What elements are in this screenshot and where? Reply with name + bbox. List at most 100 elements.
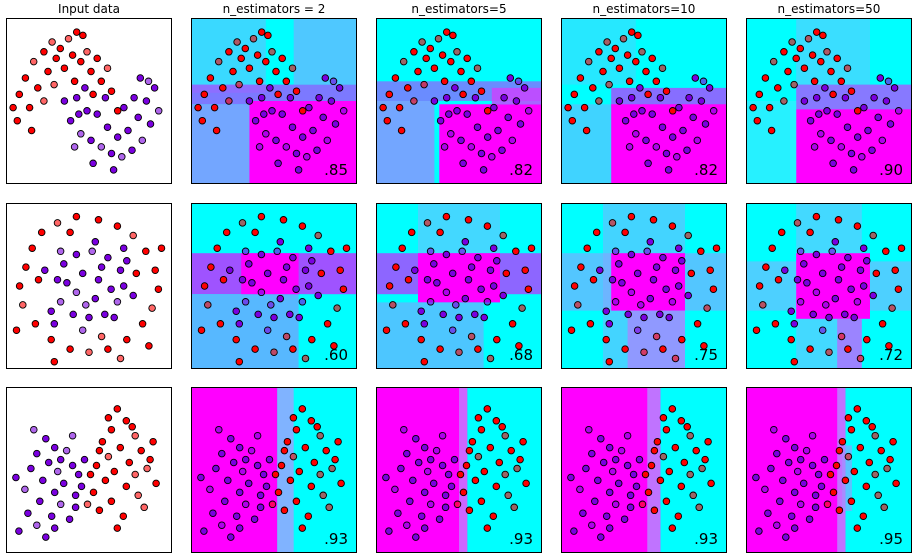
point-red <box>148 304 156 312</box>
point-purple <box>391 485 399 494</box>
point-purple <box>599 458 608 467</box>
point-purple <box>617 446 626 455</box>
point-red <box>468 437 477 446</box>
point-purple <box>632 482 641 491</box>
point-purple <box>863 257 871 265</box>
point-purple <box>811 491 820 500</box>
point-red <box>138 320 147 328</box>
point-red <box>237 54 245 63</box>
point-red <box>787 335 795 344</box>
point-red <box>662 497 671 506</box>
point-purple <box>107 149 116 158</box>
point-red <box>422 54 430 63</box>
point-purple <box>869 291 877 300</box>
point-red <box>521 266 529 274</box>
point-red <box>459 90 467 99</box>
decision-region <box>192 84 356 105</box>
point-red <box>677 417 686 425</box>
panel-r0-c3: .82 <box>561 18 727 184</box>
panel-r1-c2: .68 <box>376 203 542 369</box>
point-red <box>483 222 492 230</box>
point-red <box>146 455 154 464</box>
point-purple <box>615 260 623 268</box>
point-red <box>9 103 17 112</box>
point-red <box>310 458 319 467</box>
point-red <box>389 301 397 309</box>
point-red <box>314 231 322 240</box>
point-purple <box>101 93 110 102</box>
point-purple <box>447 130 455 138</box>
point-red <box>812 28 821 36</box>
point-red <box>668 524 677 532</box>
point-red <box>817 57 825 66</box>
point-purple <box>448 326 457 334</box>
point-purple <box>608 467 617 476</box>
point-purple <box>221 497 229 506</box>
point-red <box>132 269 141 278</box>
point-red <box>835 506 844 515</box>
point-red <box>885 342 893 350</box>
point-purple <box>674 244 683 252</box>
point-red <box>213 244 221 252</box>
point-red <box>436 228 444 237</box>
point-purple <box>235 320 244 328</box>
point-purple <box>235 488 244 497</box>
point-purple <box>805 515 814 523</box>
point-purple <box>773 521 781 529</box>
point-purple <box>235 524 244 532</box>
point-red <box>644 488 653 497</box>
panel-r1-c1: .60 <box>191 203 357 369</box>
accuracy-score: .75 <box>694 346 718 364</box>
point-red <box>270 348 278 356</box>
point-red <box>507 446 515 455</box>
decision-region <box>277 388 294 552</box>
point-purple <box>656 93 665 102</box>
point-purple <box>576 485 584 494</box>
point-purple <box>282 263 291 271</box>
point-purple <box>699 77 708 86</box>
point-red <box>398 244 406 252</box>
point-purple <box>844 253 852 262</box>
point-red <box>131 470 139 479</box>
point-red <box>272 67 280 76</box>
point-purple <box>282 143 291 151</box>
point-red <box>568 116 577 125</box>
point-red <box>123 335 131 344</box>
point-red <box>122 417 131 425</box>
point-red <box>856 443 865 452</box>
point-purple <box>630 110 638 118</box>
point-red <box>697 247 705 256</box>
point-red <box>492 482 501 491</box>
point-red <box>95 506 104 515</box>
point-purple <box>514 77 523 86</box>
point-red <box>77 57 85 66</box>
point-purple <box>101 310 109 319</box>
point-red <box>649 216 658 224</box>
point-purple <box>812 288 821 297</box>
point-purple <box>257 250 266 259</box>
point-purple <box>304 244 313 252</box>
point-red <box>289 345 297 353</box>
point-red <box>648 54 656 63</box>
point-purple <box>626 491 635 500</box>
plot-area <box>377 204 541 368</box>
point-red <box>608 219 617 227</box>
point-purple <box>709 107 718 115</box>
point-red <box>515 342 523 350</box>
point-red <box>780 97 788 105</box>
point-red <box>749 103 757 112</box>
point-red <box>257 212 266 221</box>
plot-area <box>562 204 726 368</box>
point-purple <box>811 503 820 512</box>
point-purple <box>87 136 95 145</box>
point-purple <box>673 153 681 161</box>
point-red <box>19 301 27 309</box>
point-red <box>233 38 241 46</box>
point-red <box>143 464 151 473</box>
point-purple <box>68 431 77 440</box>
panel-r2-c0 <box>6 387 172 553</box>
point-red <box>695 503 703 512</box>
point-red <box>392 263 400 271</box>
point-purple <box>818 326 827 334</box>
